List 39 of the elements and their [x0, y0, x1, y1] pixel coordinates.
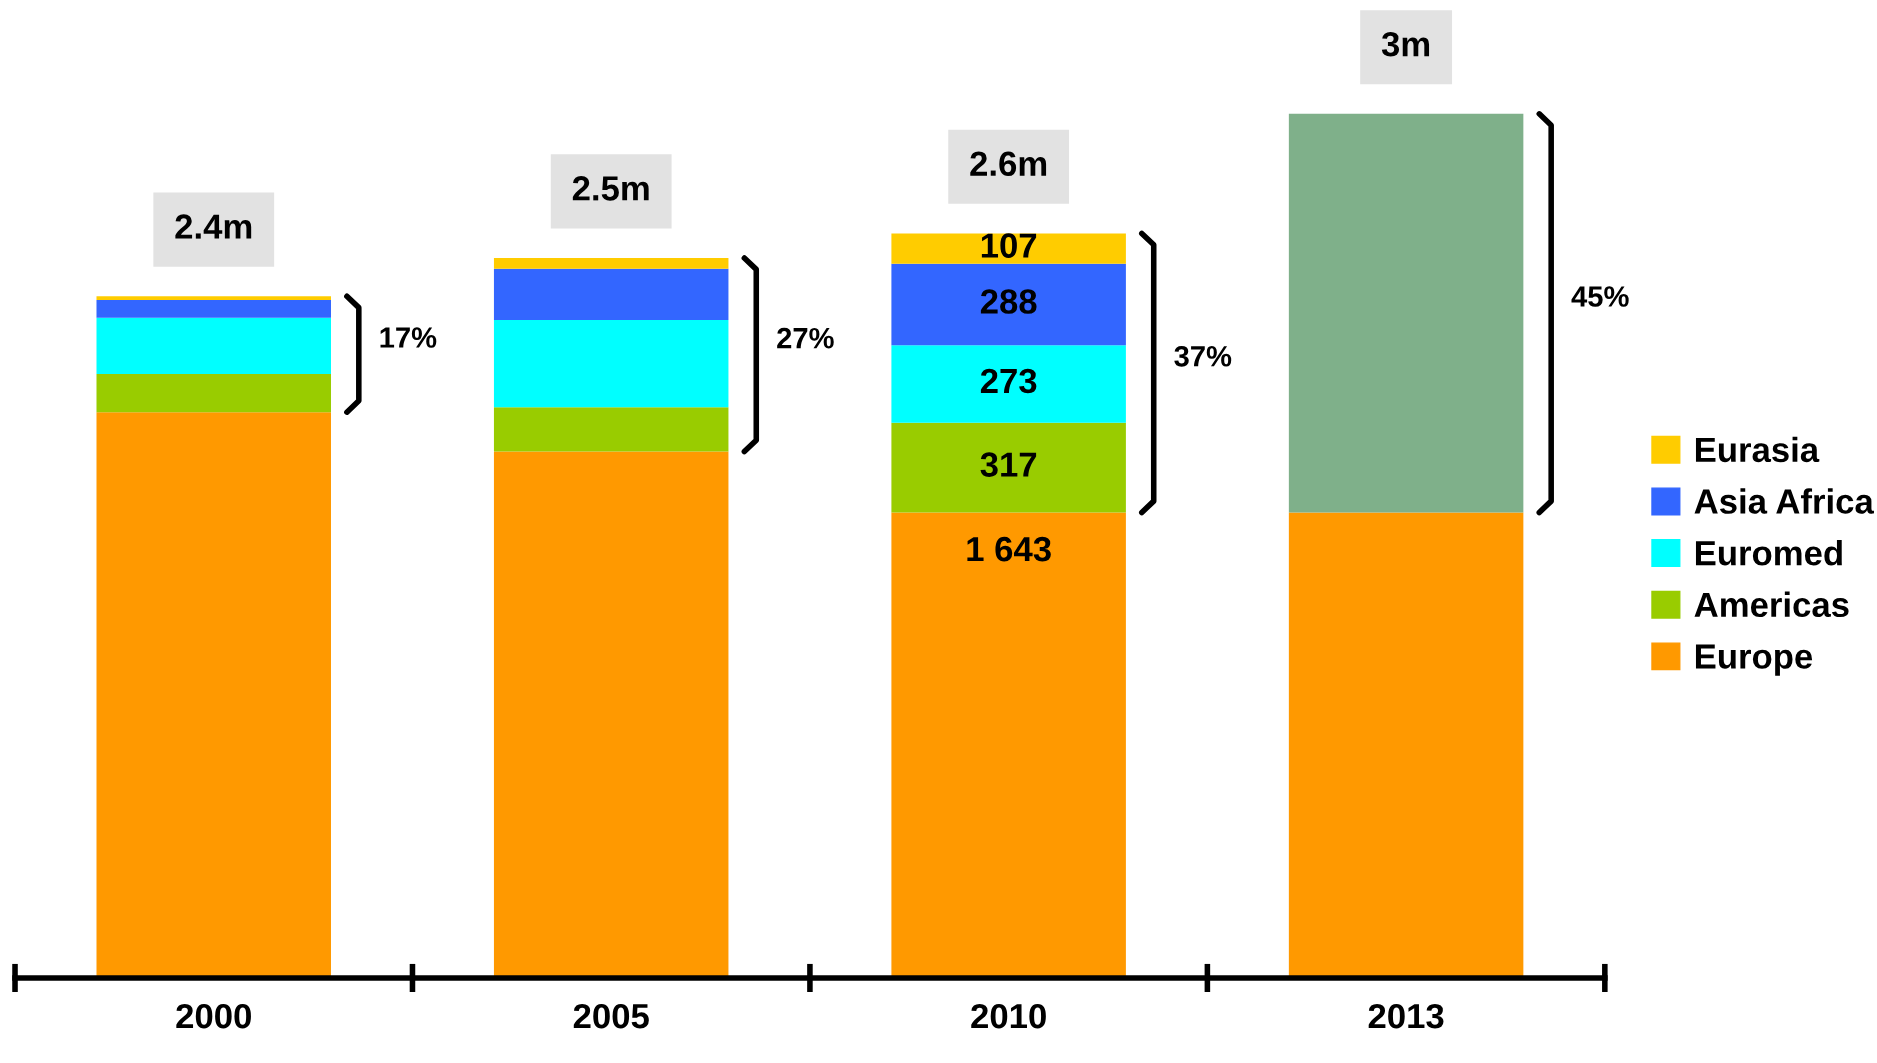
legend-label: Americas	[1694, 591, 1849, 618]
bar	[493, 320, 729, 408]
bar	[493, 451, 729, 978]
annotation: 45%	[1571, 286, 1629, 307]
annotation: 37%	[1174, 345, 1232, 367]
data-label: 273	[980, 368, 1037, 394]
legend-label: Eurasia	[1695, 436, 1820, 463]
bar	[96, 373, 331, 413]
x-tick-label: 2005	[573, 1003, 649, 1029]
total-label: 2.4m	[175, 214, 252, 239]
bar	[1288, 512, 1524, 978]
total-label: 3m	[1381, 31, 1430, 57]
bar	[493, 268, 729, 321]
data-label: 288	[980, 289, 1037, 314]
legend-label: Euromed	[1695, 539, 1842, 566]
bar	[1288, 113, 1524, 513]
bar	[493, 258, 729, 269]
annotation: 27%	[777, 327, 834, 349]
total-label: 2.5m	[572, 176, 649, 201]
x-tick-label: 2010	[971, 1003, 1046, 1029]
data-label: 1 643	[967, 536, 1051, 562]
x-tick-label: 2000	[176, 1003, 251, 1029]
bar	[96, 299, 331, 318]
bar	[96, 412, 331, 978]
bar	[96, 317, 331, 374]
bar	[493, 407, 729, 452]
bar	[891, 512, 1126, 978]
bar	[96, 296, 331, 300]
bar	[891, 263, 1126, 346]
x-tick-label: 2013	[1368, 1003, 1444, 1029]
bar	[891, 345, 1126, 423]
legend-label: Europe	[1695, 644, 1813, 676]
bar	[891, 422, 1126, 513]
total-label: 2.6m	[970, 151, 1047, 177]
bar	[891, 233, 1126, 264]
data-label: 107	[981, 233, 1037, 258]
annotation: 17%	[380, 327, 437, 348]
data-label: 317	[980, 452, 1037, 477]
legend-label: Asia Africa	[1694, 488, 1874, 514]
